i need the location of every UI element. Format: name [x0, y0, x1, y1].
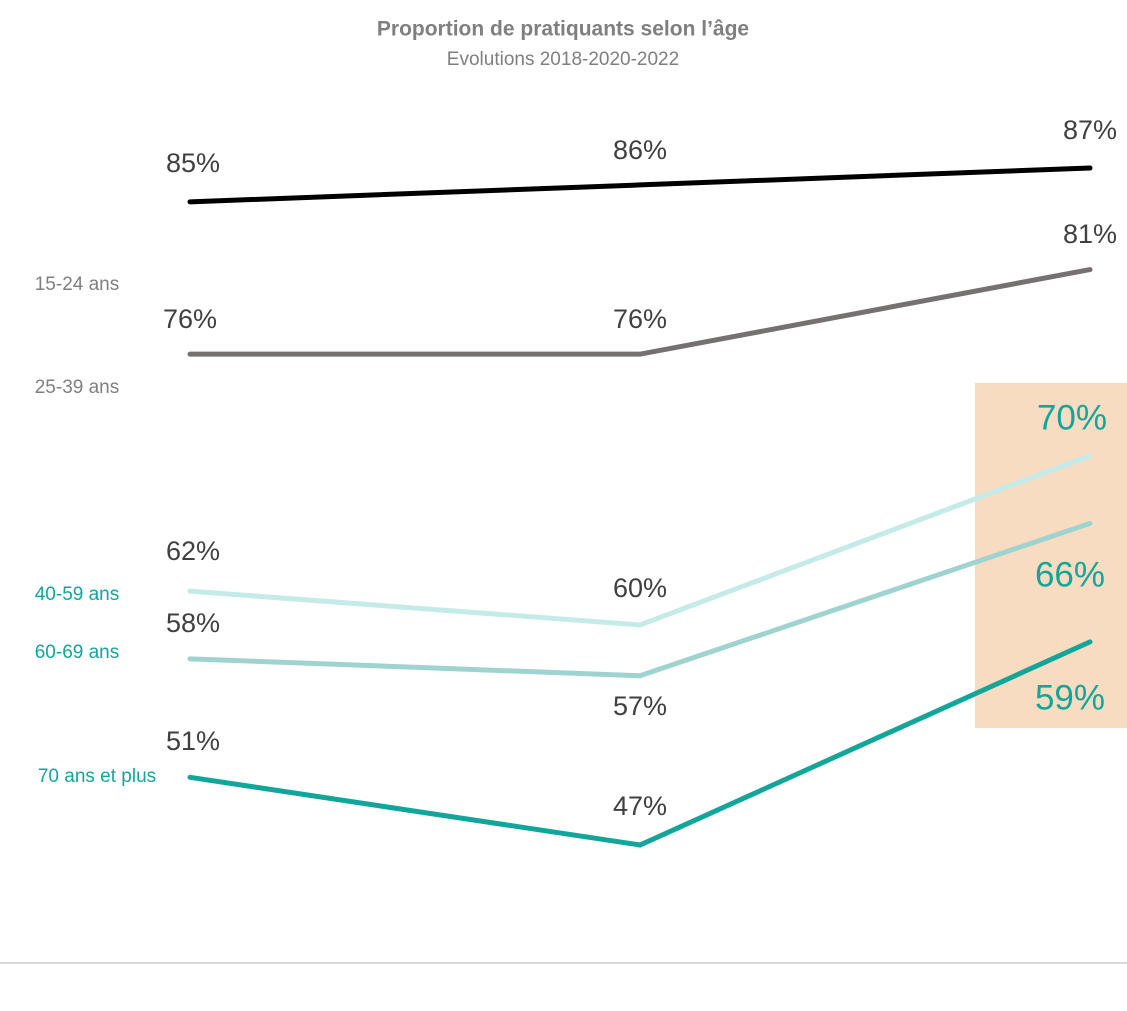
data-label: 47% — [613, 791, 667, 821]
data-label: 85% — [166, 148, 220, 178]
data-label: 58% — [166, 608, 220, 638]
data-label: 66% — [1035, 555, 1105, 594]
line — [187, 639, 1093, 848]
legend-label: 25-39 ans — [35, 377, 120, 398]
data-label: 81% — [1063, 219, 1117, 249]
data-label: 59% — [1035, 678, 1105, 717]
data-label: 87% — [1063, 115, 1117, 145]
line — [187, 453, 1093, 628]
data-label: 70% — [1037, 398, 1107, 437]
data-label: 60% — [613, 573, 667, 603]
data-label: 62% — [166, 536, 220, 566]
legend-label: 70 ans et plus — [38, 766, 156, 787]
data-label: 57% — [613, 691, 667, 721]
data-label: 76% — [163, 304, 217, 334]
line — [187, 267, 1093, 357]
legend-label: 60-69 ans — [35, 642, 120, 663]
legend-label: 40-59 ans — [35, 584, 120, 605]
data-label: 86% — [613, 135, 667, 165]
data-label: 76% — [613, 304, 667, 334]
legend-label: 15-24 ans — [35, 274, 120, 295]
line — [187, 520, 1093, 679]
data-label: 51% — [166, 726, 220, 756]
chart-subtitle: Evolutions 2018-2020-2022 — [447, 49, 679, 70]
line — [187, 165, 1093, 205]
chart-title: Proportion de pratiquants selon l’âge — [377, 18, 749, 41]
